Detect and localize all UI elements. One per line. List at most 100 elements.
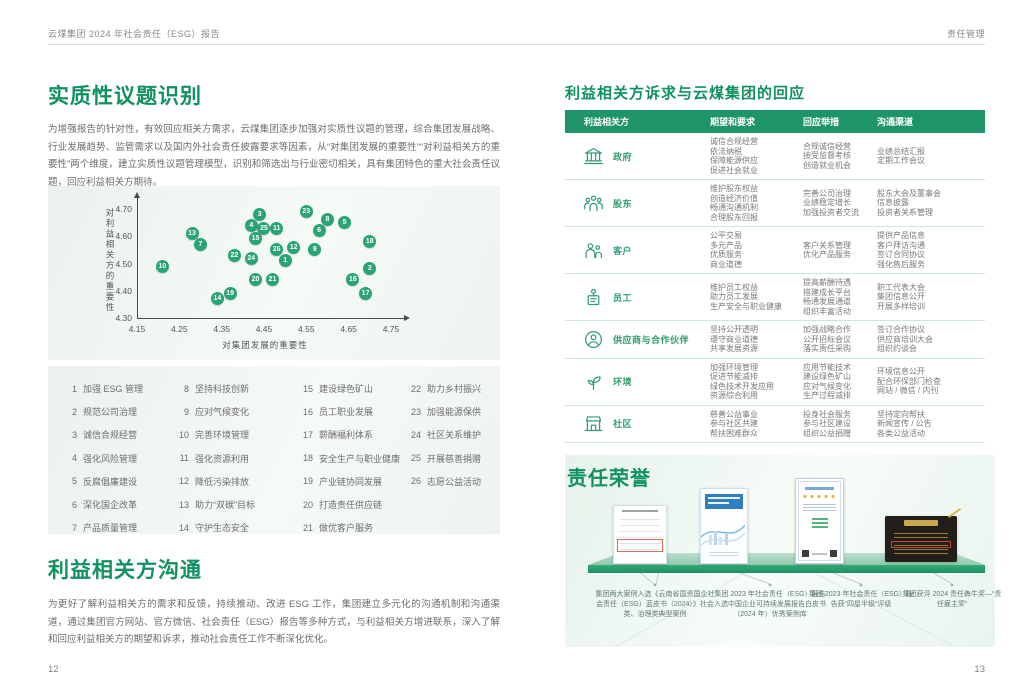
expectations-cell: 慈善公益事业 参与社区共建 帮扶困难群众 [710,410,803,439]
table-cell-line: 畅通沟通机制 [710,203,758,212]
table-cell-line: 投资者关系管理 [877,207,933,217]
issue-label: 强化风险管理 [83,453,138,464]
scatter-point: 3 [253,207,267,221]
highlight-box [617,539,663,552]
table-cell-line: 合规诚信经营 [803,141,851,151]
x-tick-label: 4.35 [213,324,230,334]
table-cell-line: 落实责任采购 [803,344,851,353]
y-tick-label: 4.70 [115,204,132,214]
section-title-communication: 利益相关方沟通 [48,559,202,582]
award-image-bluebook-cases [613,505,667,564]
scatter-point: 13 [185,227,199,241]
channels-cell: 职工代表大会 集团信息公开 开展多样培训 [877,283,985,312]
table-cell-line: 坚持定向帮扶 [877,409,925,419]
issue-label: 社区关系维护 [427,430,482,441]
scatter-point: 18 [363,235,377,249]
issue-number: 23 [410,406,421,417]
table-cell-line: 诚信合规经营 [710,137,758,146]
award-image-rating-certificate [795,478,844,564]
issue-number: 11 [179,453,189,464]
responses-cell: 应用节能技术 建设绿色矿山 应对气候变化 生产过程减排 [803,363,877,401]
channels-cell: 股东大会及董事会 信息披露 投资者关系管理 [877,189,985,218]
expectations-cell: 公平交易 多元产品 优质服务 商业道德 [710,231,803,269]
stakeholder-table-body: 政府 诚信合规经营 依法纳税 保障能源供应 促进社会就业 合规诚信经营 接受监督考核 创造就业… [565,133,985,443]
table-cell-line: 绿色技术开发应用 [710,381,774,391]
page-number-left: 12 [48,664,59,675]
government-icon [583,146,604,167]
issue-label: 产业链协同发展 [319,476,383,487]
table-title: 利益相关方诉求与云煤集团的回应 [565,85,806,102]
scatter-point: 14 [210,292,224,306]
issues-column-2: 8 坚持科技创新 9 应对气候变化 10 完善环境管理 11 强化资源利用 12 降低污染排放 13… [174,377,298,534]
stakeholder-name: 供应商与合作伙伴 [613,334,690,345]
stakeholder-row: 供应商与合作伙伴 坚持公开透明 遵守商业道德 共享发展资源 加强战略合作 公开招标会议 落实… [565,321,985,359]
scatter-point: 15 [249,232,263,246]
scatter-point: 1 [278,254,292,268]
table-cell-line: 组织公益捐赠 [803,428,851,438]
issues-column-1: 1 加强 ESG 管理 2 规范公司治理 3 诚信合规经营 4 强化风险管理 5 反腐倡廉建设 6 深… [62,377,174,534]
scatter-point: 22 [227,248,241,262]
table-cell-line: 遵守商业道德 [710,334,758,344]
issue-item: 10 完善环境管理 [174,423,298,446]
responses-cell: 完善公司治理 业绩稳定增长 加强投资者交流 [803,189,877,218]
table-cell-line: 开展多样培训 [877,301,925,311]
issue-number: 19 [302,476,313,487]
issue-number: 5 [71,476,77,487]
table-cell-line: 搭建成长平台 [803,287,851,297]
table-cell-line: 促进社会就业 [710,165,758,175]
x-tick-label: 4.55 [298,324,315,334]
customers-icon [583,240,604,261]
issue-label: 强化资源利用 [195,453,250,464]
table-cell-line: 加强投资者交流 [803,207,859,217]
table-cell-line: 帮扶困难群众 [710,428,758,438]
certificate-text-lines [803,502,836,512]
y-axis-title: 对利益相关方的重要性 [105,208,115,313]
scatter-point: 24 [244,251,258,265]
document-table-lines [619,514,661,555]
issues-legend-panel: 1 加强 ESG 管理 2 规范公司治理 3 诚信合规经营 4 强化风险管理 5 反腐倡廉建设 6 深… [48,366,500,534]
table-cell-line: 定期工作会议 [877,156,925,165]
honor-caption: 集团 2023 年社会责任（ESG）报告入选中国企业可持续发展报告白皮书（202… [714,591,826,618]
table-cell-line: 提供产品信息 [877,231,925,240]
issue-item: 11 强化资源利用 [174,447,298,470]
section-title-honors: 责任荣誉 [567,468,651,490]
table-cell-line: 应对气候变化 [803,381,851,391]
issue-item: 7 产品质量管理 [62,516,174,539]
stakeholder-row: 员工 维护员工权益 助力员工发展 生产安全与职业健康 提高薪酬待遇 搭建成长平台 畅通发展通… [565,274,985,321]
table-cell-line: 合理股东回报 [710,212,758,222]
scatter-point: 21 [265,273,279,287]
table-cell-line: 维护股东权益 [710,184,758,193]
table-cell-line: 维护员工权益 [710,282,758,292]
table-cell-line: 参与社区共建 [710,419,758,428]
issue-label: 产品质量管理 [83,523,138,534]
x-axis-arrow-icon [404,315,410,321]
table-cell-line: 公平交易 [710,231,742,240]
issue-number: 7 [71,522,77,533]
table-cell-line: 业绩总结汇报 [877,146,925,156]
stakeholder-row: 客户 公平交易 多元产品 优质服务 商业道德 客户关系管理 优化产品服务 提供产品信息 客户拜访… [565,227,985,274]
scatter-point: 11 [270,221,284,235]
stakeholder-cell: 环境 [565,371,710,392]
table-cell-line: 接受监督考核 [803,151,851,161]
issue-number: 10 [178,429,189,440]
issue-number: 12 [178,476,189,487]
issue-label: 加强 ESG 管理 [83,384,144,395]
table-cell-line: 参与社区建设 [803,419,851,428]
table-cell-line: 多元产品 [710,240,742,250]
issue-label: 员工职业发展 [319,407,374,418]
table-cell-line: 强化售后服务 [877,259,925,269]
stakeholder-cell: 社区 [565,413,710,434]
table-cell-line: 供应商培训大会 [877,334,933,344]
channels-cell: 坚持定向帮扶 新闻宣传 / 公告 各类公益活动 [877,410,985,439]
honors-display: 集团两大案例入选《云南省国资国企社会责任（ESG）蓝皮书（2024）》社会类、治… [565,455,1001,647]
stakeholder-table-header: 利益相关方 期望和要求 回应举措 沟通渠道 [565,110,985,133]
table-cell-line: 集团信息公开 [877,292,925,302]
issue-label: 加强能源保供 [427,407,482,418]
issue-item: 9 应对气候变化 [174,400,298,423]
table-header-channels: 沟通渠道 [877,117,914,127]
issue-number: 21 [302,522,313,533]
issue-label: 反腐倡廉建设 [83,476,138,487]
channels-cell: 环境信息公开 配合环保部门检查 网站 / 微信 / 内刊 [877,367,985,396]
issue-label: 完善环境管理 [195,430,250,441]
scatter-point: 7 [193,237,207,251]
